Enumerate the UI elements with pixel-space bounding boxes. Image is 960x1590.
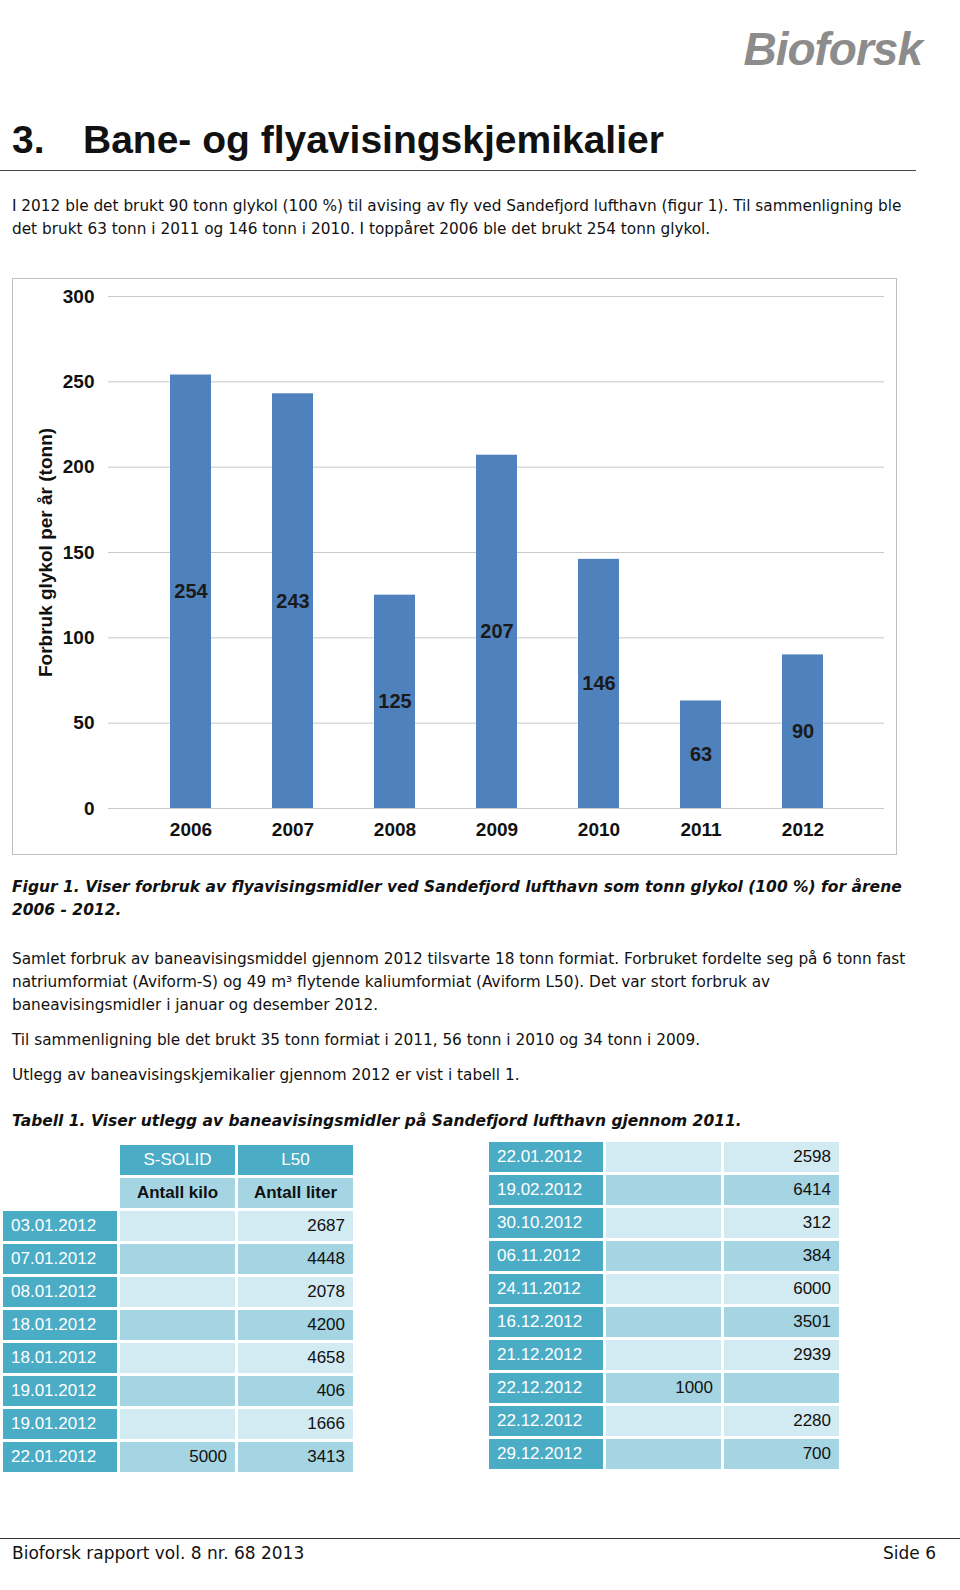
html-text:L50: L50 [281,1150,310,1169]
html-text:16.12.2012: 16.12.2012 [497,1312,583,1331]
svg-text:2007: 2007 [272,819,314,840]
html-text:Figur 1. Viser forbruk av flya: Figur 1. Viser forbruk av flyavisingsmid… [12,878,902,919]
html-text:Utlegg av baneavisingskjemikal: Utlegg av baneavisingskjemikalier gjenno… [12,1066,520,1084]
html-text:4658: 4658 [307,1348,345,1367]
html-text:384: 384 [802,1246,831,1265]
svg-text:2011: 2011 [680,819,722,840]
svg-text:150: 150 [63,542,95,563]
html-text:22.12.2012: 22.12.2012 [497,1378,583,1397]
html-text:18.01.2012: 18.01.2012 [11,1348,97,1367]
html-text:21.12.2012: 21.12.2012 [497,1345,583,1364]
svg-text:146: 146 [582,672,615,694]
svg-text:100: 100 [63,627,95,648]
html-text:3413: 3413 [307,1447,345,1466]
html-text:6000: 6000 [793,1279,831,1298]
html-text:Bioforsk: Bioforsk [743,23,922,75]
svg-text:250: 250 [63,371,95,392]
svg-text:2009: 2009 [476,819,518,840]
html-text:I 2012 ble det brukt 90 tonn g: I 2012 ble det brukt 90 tonn glykol (100… [12,197,902,238]
svg-text:254: 254 [174,580,208,602]
html-text:07.01.2012: 07.01.2012 [11,1249,97,1268]
html-text:06.11.2012: 06.11.2012 [497,1246,581,1265]
svg-text:2012: 2012 [782,819,824,840]
html-text:30.10.2012: 30.10.2012 [497,1213,583,1232]
svg-text:300: 300 [63,286,95,307]
html-text:2280: 2280 [793,1411,831,1430]
svg-text:207: 207 [480,620,513,642]
svg-text:243: 243 [276,590,309,612]
html-text:2939: 2939 [793,1345,831,1364]
html-text:22.12.2012: 22.12.2012 [497,1411,583,1430]
html-text:Antall liter: Antall liter [253,1183,338,1202]
html-text:22.01.2012: 22.01.2012 [497,1147,583,1166]
html-text:Bioforsk rapport vol. 8 nr. 68: Bioforsk rapport vol. 8 nr. 68 2013 [12,1543,305,1563]
svg-text:2008: 2008 [374,819,416,840]
html-text:3501: 3501 [793,1312,831,1331]
html-text:19.01.2012: 19.01.2012 [11,1381,97,1400]
html-text:5000: 5000 [189,1447,227,1466]
html-text:2598: 2598 [793,1147,831,1166]
svg-text:2010: 2010 [578,819,620,840]
html-text:08.01.2012: 08.01.2012 [11,1282,97,1301]
html-text:312: 312 [802,1213,831,1232]
svg-text:63: 63 [690,743,712,765]
svg-text:2006: 2006 [170,819,212,840]
html-text:Antall kilo: Antall kilo [136,1183,219,1202]
html-text:Bane- og flyavisingskjemikalie: Bane- og flyavisingskjemikalier [83,118,664,161]
html-text:Til sammenligning ble det bruk: Til sammenligning ble det brukt 35 tonn … [12,1031,700,1049]
html-text:19.01.2012: 19.01.2012 [11,1414,97,1433]
svg-text:125: 125 [378,690,411,712]
html-text:19.02.2012: 19.02.2012 [497,1180,583,1199]
html-text:S-SOLID: S-SOLID [143,1150,212,1169]
html-text:22.01.2012: 22.01.2012 [11,1447,97,1466]
html-text:700: 700 [802,1444,831,1463]
html-text:1000: 1000 [675,1378,713,1397]
svg-text:200: 200 [63,456,95,477]
html-text:4448: 4448 [307,1249,345,1268]
html-text:Tabell 1. Viser utlegg av bane: Tabell 1. Viser utlegg av baneavisingsmi… [12,1112,742,1130]
html-text:6414: 6414 [793,1180,831,1199]
html-text:Samlet forbruk av baneavisings: Samlet forbruk av baneavisingsmiddel gje… [12,950,906,1014]
html-text:406: 406 [316,1381,345,1400]
html-text:3.: 3. [12,118,45,161]
html-text:03.01.2012: 03.01.2012 [11,1216,97,1235]
svg-text:50: 50 [73,712,94,733]
html-text:2078: 2078 [307,1282,345,1301]
html-text:2687: 2687 [307,1216,345,1235]
html-text:1666: 1666 [307,1414,345,1433]
html-text:29.12.2012: 29.12.2012 [497,1444,583,1463]
svg-text:90: 90 [792,720,814,742]
html-text:Side 6: Side 6 [883,1543,936,1563]
html-text:24.11.2012: 24.11.2012 [497,1279,581,1298]
svg-text:Forbruk glykol per år (tonn): Forbruk glykol per år (tonn) [35,428,56,677]
svg-text:0: 0 [84,798,95,819]
html-text:4200: 4200 [307,1315,345,1334]
html-text:18.01.2012: 18.01.2012 [11,1315,97,1334]
